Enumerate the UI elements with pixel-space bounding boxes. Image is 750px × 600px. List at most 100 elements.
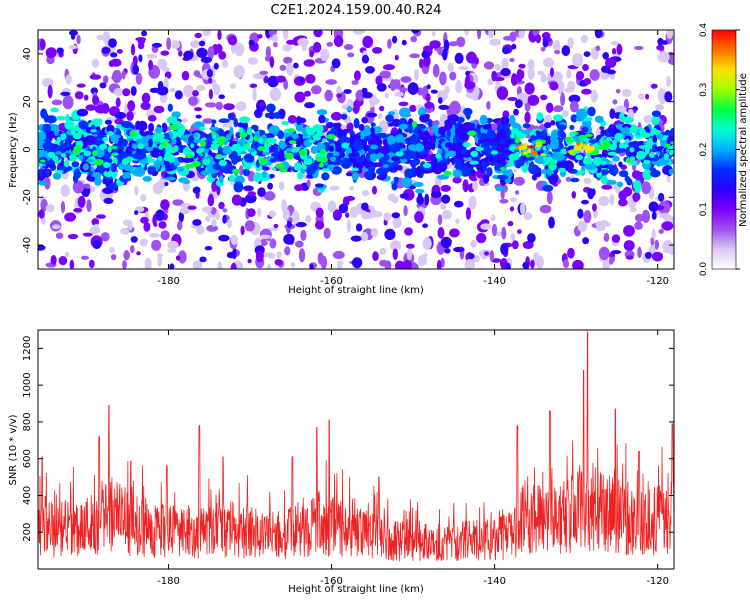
heatmap-cell bbox=[522, 261, 530, 269]
heatmap-cell bbox=[455, 79, 463, 94]
heatmap-cell bbox=[325, 79, 338, 85]
heatmap-cell bbox=[130, 86, 137, 96]
heatmap-cell bbox=[414, 68, 419, 81]
heatmap-cell bbox=[297, 171, 304, 180]
heatmap-cell bbox=[269, 238, 277, 249]
heatmap-cell bbox=[372, 251, 379, 262]
heatmap-cell bbox=[513, 108, 519, 116]
heatmap-cell bbox=[587, 188, 595, 200]
heatmap-cell bbox=[643, 115, 654, 124]
heatmap-cell bbox=[389, 143, 401, 152]
heatmap-cell bbox=[491, 223, 498, 237]
heatmap-cell bbox=[53, 172, 62, 180]
heatmap-cell bbox=[247, 191, 257, 197]
heatmap-cell bbox=[314, 183, 324, 188]
colorbar: 0.0 0.1 0.2 0.3 0.4 Normalized spectral ampl… bbox=[699, 23, 749, 277]
heatmap-cell bbox=[540, 94, 548, 101]
heatmap-plot-area bbox=[38, 30, 674, 269]
snr-y-label: SNR (10 * v/v) bbox=[8, 414, 19, 485]
heatmap-cell bbox=[224, 148, 232, 153]
heatmap-cell bbox=[114, 118, 124, 125]
heatmap-cell bbox=[351, 80, 359, 85]
heatmap-cell bbox=[84, 183, 91, 189]
heatmap-cell bbox=[72, 173, 79, 184]
heatmap-cell bbox=[141, 92, 151, 104]
heatmap-cell bbox=[572, 259, 584, 269]
heatmap-cell bbox=[660, 131, 672, 137]
heatmap-cell bbox=[259, 102, 265, 108]
heatmap-cell bbox=[409, 135, 419, 145]
heatmap-cell bbox=[101, 47, 111, 54]
heatmap-cell bbox=[102, 31, 111, 44]
heatmap-cell bbox=[401, 39, 407, 46]
heatmap-cell bbox=[135, 37, 147, 42]
heatmap-cell bbox=[388, 82, 399, 88]
heatmap-cell bbox=[336, 93, 342, 98]
heatmap-cell bbox=[258, 158, 268, 165]
heatmap-cell bbox=[640, 132, 652, 138]
heatmap-cell bbox=[231, 194, 243, 206]
heatmap-cell bbox=[500, 68, 511, 77]
heatmap-cell bbox=[38, 180, 47, 186]
heatmap-cell bbox=[667, 243, 674, 255]
snr-x-label: Height of straight line (km) bbox=[288, 584, 424, 595]
heatmap-cell bbox=[70, 33, 76, 40]
heatmap-cell bbox=[567, 37, 574, 49]
heatmap-cell bbox=[45, 47, 57, 59]
heatmap-cell bbox=[474, 57, 479, 65]
heatmap-cell bbox=[287, 115, 297, 124]
heatmap-cell bbox=[470, 239, 477, 248]
heatmap-cell bbox=[91, 218, 100, 226]
heatmap-cell bbox=[269, 87, 281, 101]
heatmap-cell bbox=[284, 152, 294, 160]
heatmap-cell bbox=[361, 87, 368, 94]
heatmap-cell bbox=[541, 139, 546, 144]
heatmap-cell bbox=[139, 126, 144, 137]
heatmap-cell bbox=[569, 100, 579, 113]
heatmap-cell bbox=[111, 153, 116, 157]
heatmap-cell bbox=[465, 207, 471, 220]
heatmap-cell bbox=[196, 225, 205, 235]
heatmap-cell bbox=[167, 240, 179, 250]
heatmap-cell bbox=[558, 167, 566, 173]
heatmap-cell bbox=[230, 150, 238, 161]
heatmap-cell bbox=[115, 97, 121, 108]
heatmap-cell bbox=[489, 155, 495, 163]
heatmap-cell bbox=[176, 166, 185, 173]
heatmap-cell bbox=[527, 94, 540, 106]
heatmap-cell bbox=[557, 129, 565, 138]
heatmap-cell bbox=[572, 53, 583, 67]
heatmap-cell bbox=[510, 197, 518, 203]
heatmap-cell bbox=[453, 246, 465, 253]
heatmap-cell bbox=[108, 38, 117, 48]
heatmap-cell bbox=[472, 180, 478, 191]
heatmap-cell bbox=[449, 71, 457, 81]
heatmap-cell bbox=[60, 201, 66, 214]
heatmap-cell bbox=[439, 138, 446, 143]
heatmap-cell bbox=[458, 132, 465, 138]
heatmap-cell bbox=[483, 174, 490, 184]
heatmap-cell bbox=[210, 143, 220, 148]
heatmap-cell bbox=[414, 182, 423, 187]
heatmap-cell bbox=[398, 123, 409, 130]
heatmap-cell bbox=[456, 36, 466, 48]
heatmap-cell bbox=[633, 197, 639, 202]
heatmap-cell bbox=[222, 59, 229, 68]
heatmap-cell bbox=[229, 83, 236, 89]
heatmap-cell bbox=[276, 251, 282, 259]
heatmap-cell bbox=[601, 129, 607, 135]
heatmap-cell bbox=[253, 73, 265, 80]
snr-frame bbox=[37, 329, 675, 570]
heatmap-cell bbox=[657, 51, 670, 63]
heatmap-cell bbox=[476, 233, 487, 244]
heatmap-cell bbox=[294, 184, 304, 192]
heatmap-cell bbox=[112, 134, 121, 139]
heatmap-cell bbox=[360, 129, 372, 137]
heatmap-cell bbox=[615, 88, 621, 94]
heatmap-cell bbox=[227, 219, 232, 229]
heatmap-cell bbox=[475, 155, 480, 162]
heatmap-cell bbox=[625, 157, 632, 164]
heatmap-cell bbox=[617, 181, 624, 188]
heatmap-cell bbox=[415, 123, 427, 130]
heatmap-cell bbox=[277, 130, 284, 140]
